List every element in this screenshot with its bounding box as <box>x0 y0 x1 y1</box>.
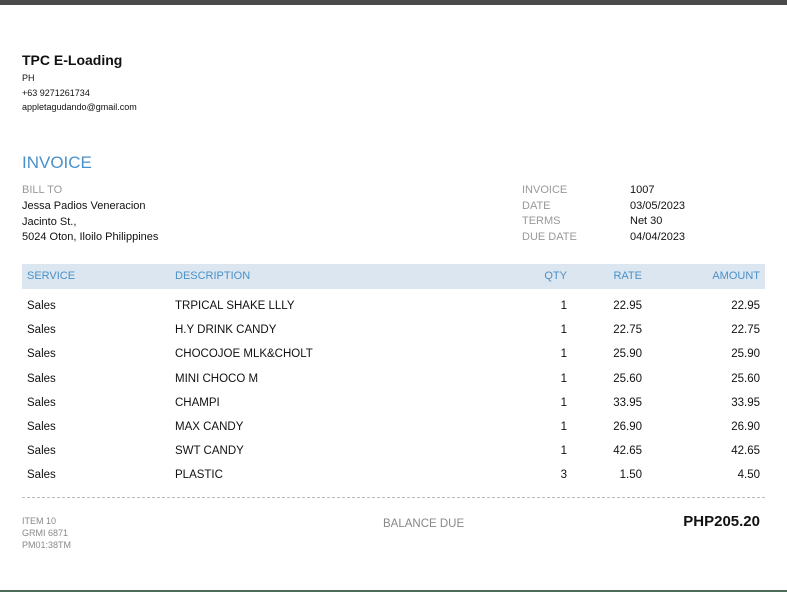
row-service: Sales <box>27 348 56 361</box>
row-service: Sales <box>27 445 56 458</box>
row-amount: 25.90 <box>731 348 760 361</box>
meta-value: 04/04/2023 <box>630 231 686 244</box>
row-rate: 22.95 <box>613 300 642 312</box>
row-amount: 25.60 <box>731 372 760 385</box>
row-amount: 22.75 <box>731 324 760 337</box>
meta-label: TERMS <box>522 215 561 228</box>
row-amount: 26.90 <box>731 421 760 433</box>
row-qty: 1 <box>560 372 567 385</box>
meta-label: DATE <box>522 199 551 212</box>
row-qty: 1 <box>560 445 567 458</box>
bill-to-name: Jessa Padios Veneracion <box>22 200 146 212</box>
row-service: Sales <box>27 324 56 337</box>
col-qty: QTY <box>544 270 567 282</box>
row-description: CHAMPI <box>175 396 220 409</box>
row-amount: 4.50 <box>737 469 760 482</box>
company-email: appletagudando@gmail.com <box>22 102 137 112</box>
row-qty: 1 <box>560 324 567 337</box>
balance-due-label: BALANCE DUE <box>383 518 465 530</box>
footer-note: PM01:38TM <box>22 540 72 550</box>
footer-note: GRMI 6871 <box>22 528 69 538</box>
row-description: MAX CANDY <box>175 421 244 433</box>
row-description: PLASTIC <box>175 469 223 482</box>
row-amount: 33.95 <box>731 396 760 409</box>
page-title: INVOICE <box>22 153 92 172</box>
row-rate: 42.65 <box>613 445 642 458</box>
row-qty: 1 <box>560 300 567 312</box>
row-description: MINI CHOCO M <box>175 372 259 385</box>
row-description: TRPICAL SHAKE LLLY <box>175 300 295 312</box>
row-service: Sales <box>27 300 56 312</box>
row-qty: 3 <box>560 469 567 482</box>
row-service: Sales <box>27 469 56 482</box>
row-rate: 1.50 <box>619 469 642 482</box>
bill-to-street: Jacinto St., <box>22 216 77 228</box>
row-rate: 25.90 <box>613 348 642 361</box>
row-amount: 22.95 <box>731 300 760 312</box>
window-top-bar <box>0 0 787 5</box>
row-qty: 1 <box>560 396 567 409</box>
row-service: Sales <box>27 396 56 409</box>
row-description: SWT CANDY <box>175 445 244 458</box>
col-description: DESCRIPTION <box>175 270 251 282</box>
row-rate: 22.75 <box>613 324 642 337</box>
meta-value: 03/05/2023 <box>630 199 686 212</box>
company-name: TPC E-Loading <box>22 52 123 68</box>
row-description: CHOCOJOE MLK&CHOLT <box>175 348 313 361</box>
row-service: Sales <box>27 421 56 433</box>
company-country: PH <box>22 73 35 83</box>
col-rate: RATE <box>613 270 642 282</box>
meta-value: Net 30 <box>630 215 663 228</box>
window-bottom-bar <box>0 590 787 592</box>
row-service: Sales <box>27 372 56 385</box>
meta-label: DUE DATE <box>522 231 577 244</box>
meta-label: INVOICE <box>522 184 568 196</box>
bill-to-label: BILL TO <box>22 184 63 196</box>
col-amount: AMOUNT <box>712 270 760 282</box>
balance-due-amount: PHP205.20 <box>683 513 760 530</box>
row-qty: 1 <box>560 348 567 361</box>
row-qty: 1 <box>560 421 567 433</box>
row-amount: 42.65 <box>731 445 760 458</box>
row-description: H.Y DRINK CANDY <box>175 324 277 337</box>
divider <box>22 497 765 498</box>
row-rate: 25.60 <box>613 372 642 385</box>
bill-to-city: 5024 Oton, Iloilo Philippines <box>22 231 159 243</box>
row-rate: 26.90 <box>613 421 642 433</box>
meta-value: 1007 <box>630 184 655 196</box>
col-service: SERVICE <box>27 270 76 282</box>
row-rate: 33.95 <box>613 396 642 409</box>
footer-note: ITEM 10 <box>22 516 57 526</box>
company-phone: +63 9271261734 <box>22 88 90 98</box>
table-header-band <box>22 264 765 289</box>
